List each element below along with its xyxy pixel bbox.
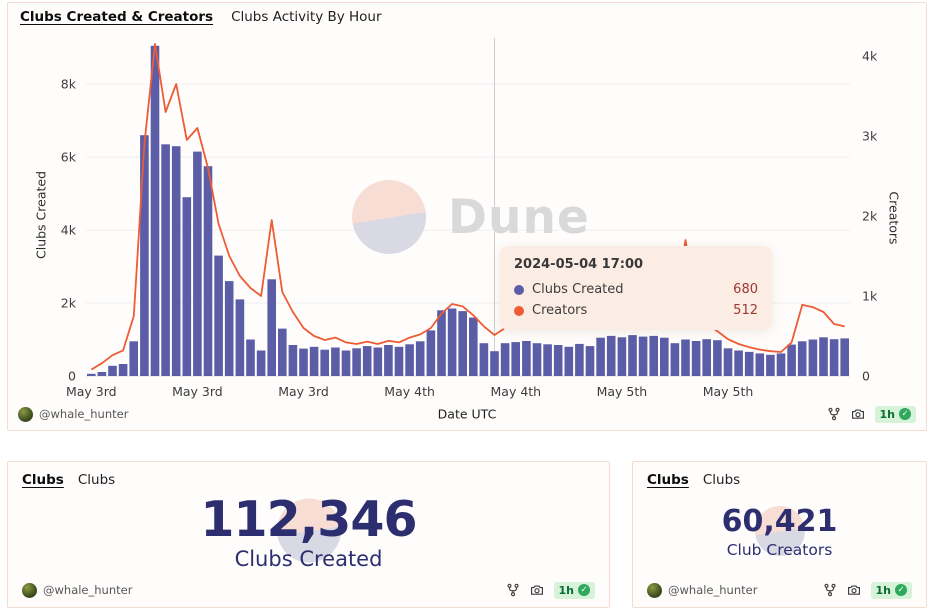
svg-text:May 5th: May 5th: [597, 384, 648, 399]
svg-text:May 4th: May 4th: [384, 384, 435, 399]
author-link[interactable]: @whale_hunter: [647, 582, 758, 598]
counter-tabs: Clubs Clubs: [20, 470, 597, 488]
author-handle[interactable]: @whale_hunter: [43, 583, 133, 597]
clubs-created-label: Clubs Created: [234, 547, 383, 572]
svg-text:1k: 1k: [862, 289, 878, 304]
counter-card-club-creators: Clubs Clubs 60,421 Club Creators @whale_…: [632, 461, 927, 608]
svg-text:4k: 4k: [61, 223, 77, 238]
counter-card-actions: 1h ✓: [506, 581, 595, 599]
tab-clubs-2[interactable]: Clubs: [702, 472, 741, 488]
author-handle[interactable]: @whale_hunter: [39, 407, 129, 421]
chart-area: Clubs Created Creators 0 2k 4k 6k 8k 0 1k 2k 3k 4…: [8, 28, 926, 400]
svg-text:2k: 2k: [862, 209, 878, 224]
author-avatar[interactable]: [647, 582, 662, 598]
check-icon: ✓: [899, 408, 911, 420]
camera-icon[interactable]: [530, 583, 544, 597]
author-handle[interactable]: @whale_hunter: [668, 583, 758, 597]
camera-icon[interactable]: [851, 407, 865, 421]
svg-text:2k: 2k: [61, 296, 77, 311]
svg-text:0: 0: [68, 369, 76, 384]
svg-text:4k: 4k: [862, 49, 878, 64]
counter-body: 112,346 Clubs Created: [20, 488, 597, 578]
svg-text:May 4th: May 4th: [491, 384, 542, 399]
counter-card-footer: @whale_hunter 1h ✓: [645, 579, 914, 601]
chart-card-footer: @whale_hunter Date UTC 1h ✓: [8, 401, 926, 427]
chart-card-tabs: Clubs Created & Creators Clubs Activity …: [8, 8, 926, 28]
counter-card-clubs-created: Clubs Clubs 112,346 Clubs Created @whale…: [7, 461, 610, 608]
refresh-age-text: 1h: [879, 407, 896, 421]
refresh-age-text: 1h: [558, 583, 575, 597]
check-icon: ✓: [895, 584, 907, 596]
svg-text:May 3rd: May 3rd: [172, 384, 223, 399]
tab-clubs-2[interactable]: Clubs: [77, 472, 116, 488]
author-link[interactable]: @whale_hunter: [22, 582, 133, 598]
tab-clubs-activity-by-hour[interactable]: Clubs Activity By Hour: [231, 9, 382, 25]
fork-icon[interactable]: [823, 583, 837, 597]
refresh-age-text: 1h: [875, 583, 892, 597]
svg-text:May 3rd: May 3rd: [278, 384, 329, 399]
counter-card-actions: 1h ✓: [823, 581, 912, 599]
refresh-age-badge[interactable]: 1h ✓: [870, 581, 912, 599]
counter-tabs: Clubs Clubs: [645, 470, 914, 488]
author-avatar[interactable]: [22, 582, 37, 598]
svg-text:0: 0: [862, 369, 870, 384]
svg-text:8k: 8k: [61, 77, 77, 92]
right-axis-title: Creators: [886, 191, 902, 245]
camera-icon[interactable]: [847, 583, 861, 597]
tab-clubs-1[interactable]: Clubs: [647, 472, 689, 488]
club-creators-label: Club Creators: [726, 540, 833, 559]
refresh-age-badge[interactable]: 1h ✓: [874, 405, 916, 423]
counter-card-footer: @whale_hunter 1h ✓: [20, 579, 597, 601]
tab-clubs-1[interactable]: Clubs: [22, 472, 64, 488]
author-link[interactable]: @whale_hunter: [18, 406, 129, 422]
chart-card-actions: 1h ✓: [827, 405, 916, 423]
check-icon: ✓: [578, 584, 590, 596]
left-axis-title: Clubs Created: [33, 170, 49, 260]
club-creators-count: 60,421: [721, 504, 838, 540]
svg-text:6k: 6k: [61, 150, 77, 165]
clubs-created-count: 112,346: [200, 490, 417, 548]
counter-body: 60,421 Club Creators: [645, 488, 914, 578]
author-avatar[interactable]: [18, 406, 33, 422]
chart-plot[interactable]: 0 2k 4k 6k 8k 0 1k 2k 3k 4k May 3rd May 3rd May 3rd M…: [8, 28, 928, 400]
chart-card: Clubs Created & Creators Clubs Activity …: [7, 2, 927, 431]
fork-icon[interactable]: [506, 583, 520, 597]
dune-logo-icon: [276, 498, 341, 563]
svg-text:3k: 3k: [862, 129, 878, 144]
dune-logo-icon: [754, 506, 805, 556]
refresh-age-badge[interactable]: 1h ✓: [553, 581, 595, 599]
x-axis-title: Date UTC: [437, 406, 497, 422]
fork-icon[interactable]: [827, 407, 841, 421]
svg-text:May 3rd: May 3rd: [66, 384, 117, 399]
svg-text:May 5th: May 5th: [703, 384, 754, 399]
tab-clubs-created-and-creators[interactable]: Clubs Created & Creators: [20, 9, 214, 25]
